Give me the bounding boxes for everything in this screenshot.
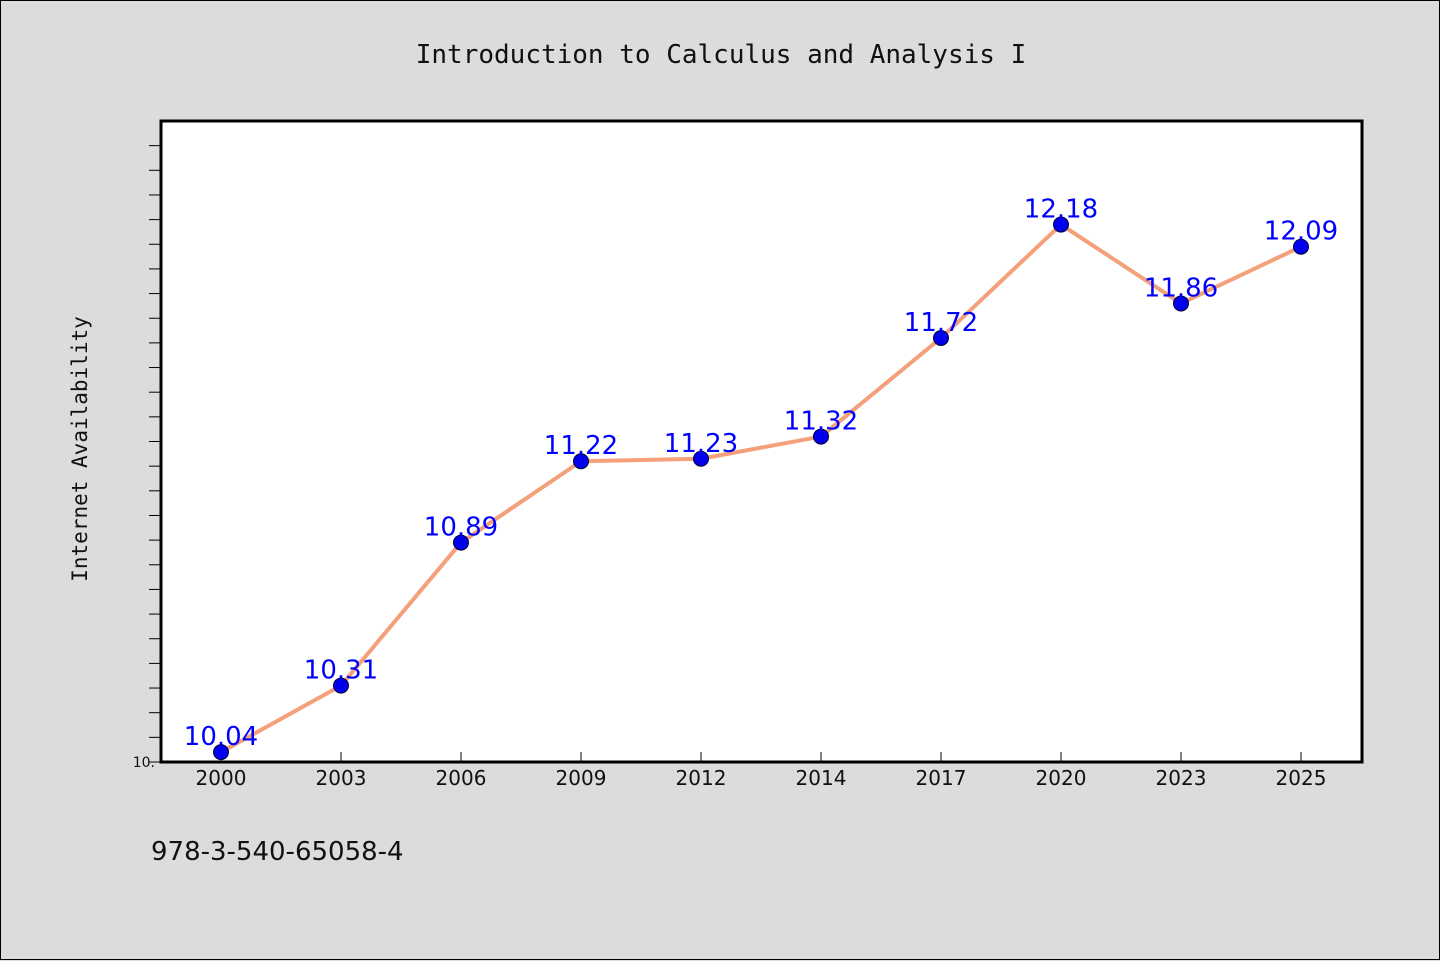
data-label: 11.22 [544, 431, 618, 461]
x-tick-label: 2009 [556, 766, 607, 790]
y-axis-ticks: 10. [133, 145, 161, 771]
data-point [933, 329, 949, 346]
data-label: 11.23 [664, 429, 738, 459]
data-label: 11.32 [784, 407, 858, 437]
data-point [333, 677, 349, 694]
data-label: 11.86 [1144, 273, 1218, 303]
data-point [1173, 295, 1189, 312]
data-label: 10.31 [304, 656, 378, 686]
isbn-text: 978-3-540-65058-4 [151, 837, 404, 867]
data-point [213, 744, 229, 761]
x-tick-label: 2017 [916, 766, 967, 790]
data-point [1293, 238, 1309, 255]
x-tick-label: 2014 [796, 766, 847, 790]
x-tick-label: 2000 [196, 766, 247, 790]
data-label: 10.04 [184, 722, 258, 752]
chart-title: Introduction to Calculus and Analysis I [416, 40, 1026, 70]
x-tick-label: 2020 [1036, 766, 1087, 790]
data-point [1053, 216, 1069, 233]
x-tick-label: 2025 [1276, 766, 1327, 790]
data-point [813, 428, 829, 445]
y-axis-label: Internet Availability [68, 316, 92, 582]
data-label: 10.89 [424, 513, 498, 543]
data-point [693, 450, 709, 467]
y-tick-label: 10. [133, 755, 155, 771]
data-point [573, 453, 589, 470]
data-label: 11.72 [904, 308, 978, 338]
data-label: 12.18 [1024, 195, 1098, 225]
x-axis-ticks: 2000 2003 2006 2009 2012 2014 2017 2020 2023 2025 [196, 752, 1327, 790]
x-tick-label: 2012 [676, 766, 727, 790]
x-tick-label: 2006 [436, 766, 487, 790]
data-point [453, 534, 469, 551]
series-layer: 10.04 10.31 10.89 11.22 11.23 11.32 11.72 12.18… [184, 195, 1338, 761]
data-label: 12.09 [1264, 217, 1338, 247]
plot-area [159, 119, 1364, 764]
x-tick-label: 2003 [316, 766, 367, 790]
series-line [219, 222, 1303, 755]
x-tick-label: 2023 [1156, 766, 1207, 790]
